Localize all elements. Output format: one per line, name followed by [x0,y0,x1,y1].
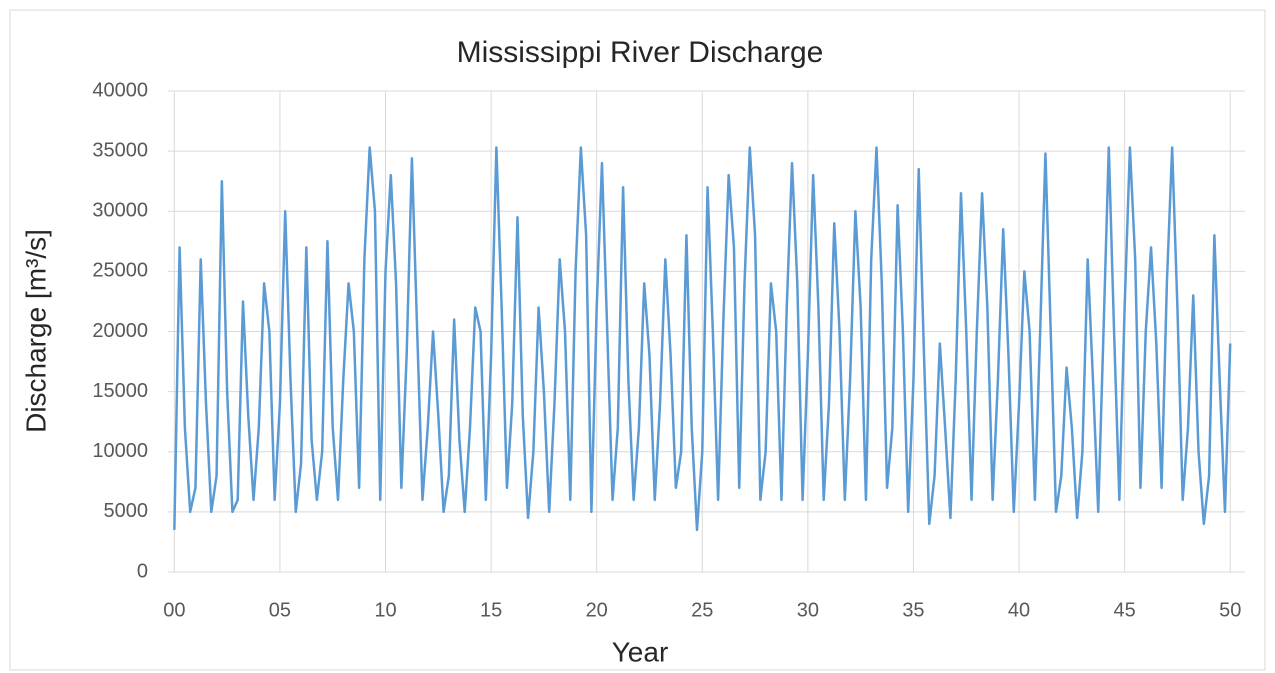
y-axis-label: Discharge [m³/s] [20,229,51,433]
chart-border [9,9,1266,671]
y-tick-label: 35000 [92,139,148,161]
x-tick-label: 25 [691,599,713,621]
x-tick-label: 10 [374,599,396,621]
y-tick-label: 20000 [92,320,148,342]
x-tick-label: 05 [269,599,291,621]
x-tick-label: 50 [1219,599,1241,621]
y-tick-label: 40000 [92,79,148,101]
y-tick-label: 25000 [92,260,148,282]
y-tick-label: 30000 [92,200,148,222]
x-tick-label: 00 [163,599,185,621]
y-tick-label: 0 [137,560,148,582]
x-tick-label: 15 [480,599,502,621]
x-tick-label: 30 [797,599,819,621]
x-axis-label: Year [612,636,669,667]
x-tick-label: 40 [1008,599,1030,621]
y-tick-label: 10000 [92,440,148,462]
chart-title: Mississippi River Discharge [457,36,824,69]
x-tick-label: 20 [586,599,608,621]
y-tick-label: 5000 [104,500,149,522]
data-line [173,146,1232,532]
x-tick-label: 35 [902,599,924,621]
y-tick-label: 15000 [92,380,148,402]
x-tick-label: 45 [1114,599,1136,621]
